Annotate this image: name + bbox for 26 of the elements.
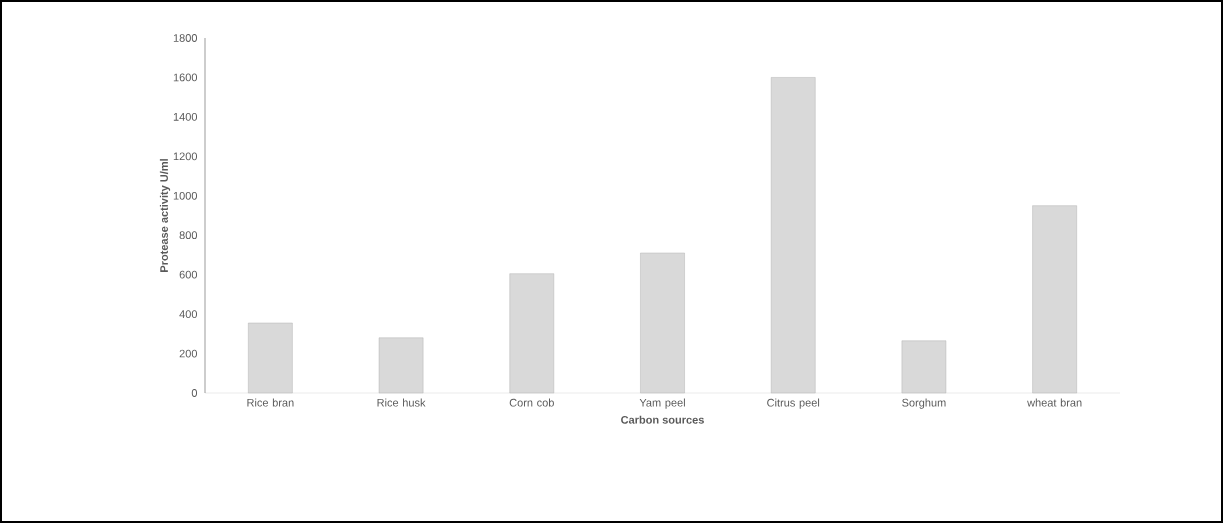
x-tick-label: wheat bran [1027,398,1082,407]
x-axis-title: Carbon sources [621,415,704,424]
y-tick-label: 800 [179,231,198,240]
y-tick-label: 600 [179,270,198,279]
bar [509,273,555,394]
bar [770,77,816,394]
y-axis-title: Protease activity U/ml [159,159,171,272]
bar [248,322,293,394]
x-tick-label: Rice husk [377,398,426,407]
y-tick-label: 1400 [173,113,198,121]
y-tick-label: 200 [179,349,198,358]
y-tick-label: 1000 [173,191,198,200]
x-tick-label: Yam peel [639,398,685,409]
y-tick-label: 1800 [173,34,198,42]
y-tick-label: 0 [191,389,198,397]
y-tick-label: 1600 [173,73,198,82]
bar [640,252,685,394]
y-tick-label: 400 [179,310,198,319]
x-tick-label: Citrus peel [767,398,820,409]
x-tick-label: Corn cob [509,398,554,407]
bar [901,340,947,394]
bar [378,337,424,394]
y-tick-label: 1200 [173,152,198,161]
x-tick-label: Sorghum [902,398,946,409]
x-tick-label: Rice bran [247,398,294,407]
bar [1032,205,1077,394]
